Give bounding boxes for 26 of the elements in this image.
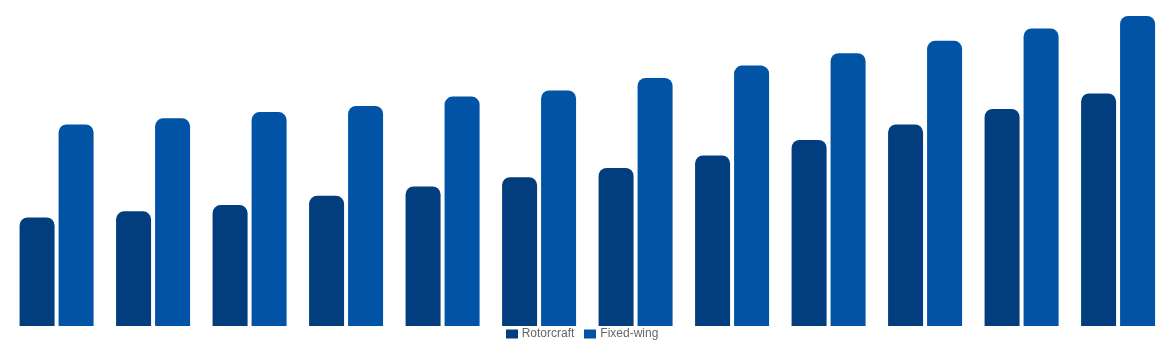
- bar: [791, 140, 827, 326]
- bar: [309, 195, 345, 326]
- bar: [1120, 16, 1156, 326]
- bar: [830, 53, 866, 326]
- bar: [984, 109, 1020, 326]
- bar: [502, 177, 538, 326]
- bar: [734, 65, 770, 326]
- bar: [405, 186, 441, 326]
- bar: [212, 205, 248, 326]
- bar: [598, 167, 634, 326]
- legend-label: Rotorcraft: [521, 326, 575, 340]
- bar: [888, 124, 924, 326]
- bar: [58, 124, 94, 326]
- bar: [927, 40, 963, 326]
- bar: [695, 155, 731, 326]
- legend-label: Fixed-wing: [600, 326, 659, 340]
- bar: [348, 105, 384, 326]
- bar: [444, 96, 480, 326]
- bar: [19, 217, 55, 326]
- bar: [637, 78, 673, 326]
- bar: [116, 211, 152, 326]
- bar: [251, 112, 287, 326]
- bar: [541, 90, 577, 326]
- bar: [1023, 28, 1059, 326]
- bar: [155, 118, 191, 326]
- bar: [1081, 93, 1117, 326]
